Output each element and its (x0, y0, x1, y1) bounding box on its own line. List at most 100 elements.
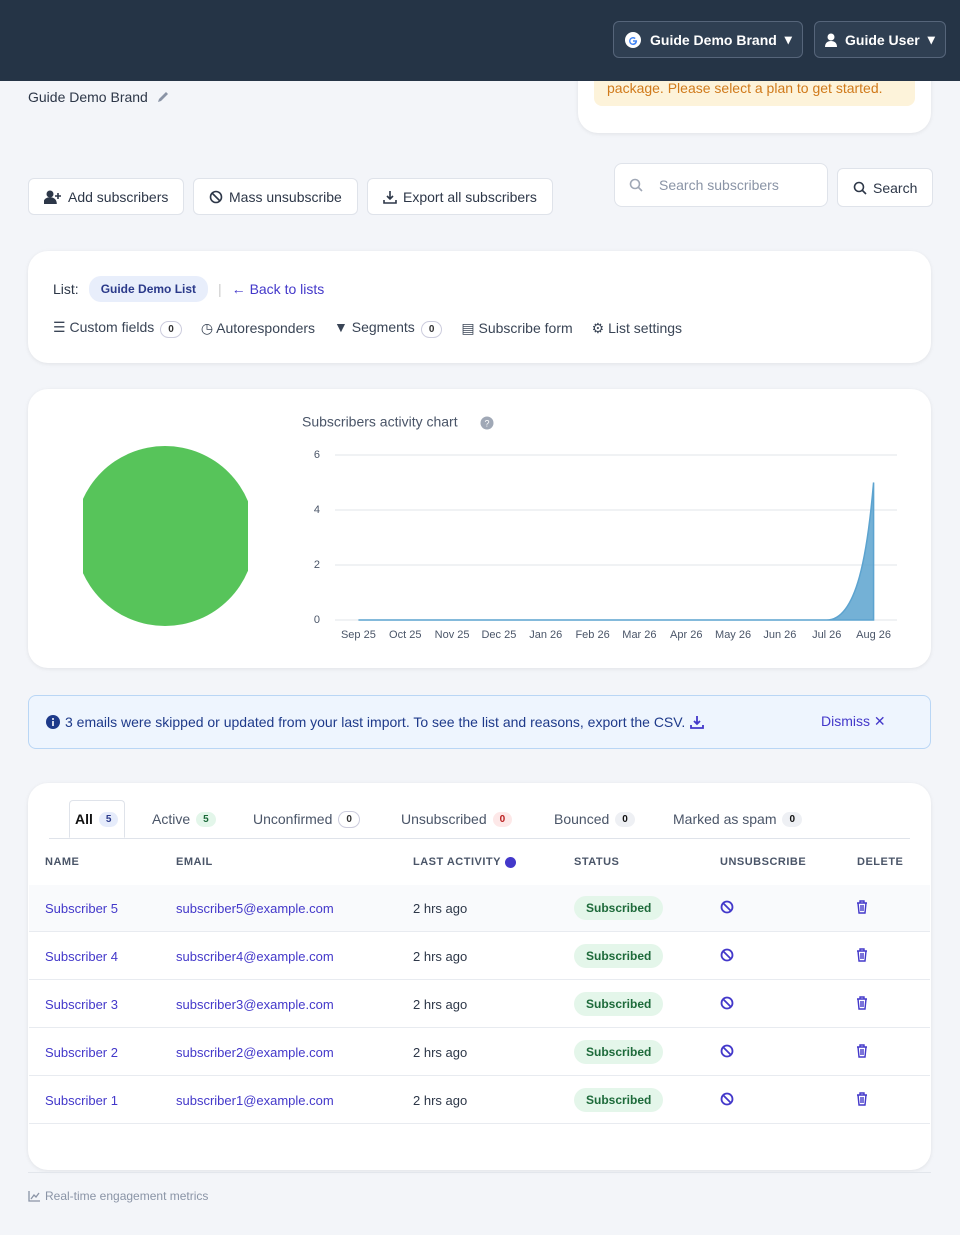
delete-icon[interactable] (856, 948, 868, 962)
dismiss-button[interactable]: Dismiss ✕ (821, 713, 886, 729)
search-button[interactable]: Search (837, 168, 934, 207)
last-activity: 2 hrs ago (413, 1045, 468, 1060)
top-nav: Guide Demo Brand ▾ Guide User ▾ (0, 0, 960, 81)
brand-name: Guide Demo Brand (28, 89, 148, 105)
label: Segments (351, 319, 415, 335)
label: Autoresponders (216, 320, 316, 336)
unsubscribe-icon[interactable] (720, 900, 734, 914)
footer-text: Real-time engagement metrics (45, 1189, 209, 1203)
delete-icon[interactable] (856, 1092, 868, 1106)
import-alert: 3 emails were skipped or updated from yo… (28, 695, 931, 749)
google-icon (625, 31, 641, 48)
x-tick-label: Nov 25 (435, 629, 470, 641)
segments-link[interactable]: ▼ Segments 0 (334, 319, 443, 338)
add-button[interactable]: Add subscribers (28, 178, 185, 215)
autoresponders-link[interactable]: ◷ Autoresponders (200, 320, 316, 336)
unsubscribe-icon[interactable] (720, 1044, 734, 1058)
count: 0 (615, 811, 635, 827)
search-input[interactable]: Search subscribers (614, 163, 828, 207)
delete-icon[interactable] (856, 900, 868, 914)
export-button[interactable]: Export all subscribers (367, 178, 553, 215)
x-tick-label: Oct 25 (389, 629, 421, 641)
download-icon[interactable] (690, 715, 705, 729)
status-badge: Subscribed (574, 896, 664, 920)
subscriber-name[interactable]: Subscriber 5 (45, 901, 118, 916)
subscriber-name[interactable]: Subscriber 3 (45, 997, 118, 1012)
label: All (75, 811, 93, 827)
tab-active[interactable]: Active 5 (152, 800, 216, 838)
tab-unconfirmed[interactable]: Unconfirmed 0 (253, 800, 360, 838)
list-card: List: Guide Demo List | ← Back to lists … (28, 251, 931, 363)
table-card (28, 783, 931, 1170)
subscriber-name[interactable]: Subscriber 4 (45, 949, 118, 964)
col-header: DELETE (857, 856, 904, 868)
help-mark: ? (484, 418, 489, 428)
subscribe-form-link[interactable]: ▤ Subscribe form (461, 320, 573, 336)
label: Marked as spam (673, 811, 777, 827)
label: Unconfirmed (253, 811, 333, 827)
tab-all[interactable]: All 5 (69, 800, 125, 838)
count: 5 (196, 811, 216, 827)
col-header-wrap: LAST ACTIVITY (413, 856, 516, 868)
user-menu[interactable]: Guide User ▾ (814, 21, 946, 58)
list-links: ☰ Custom fields 0 ◷ Autoresponders ▼ Segm… (53, 319, 682, 338)
col-header: LAST ACTIVITY (413, 856, 501, 868)
search-icon (629, 178, 643, 192)
count: 0 (420, 321, 443, 338)
subscriber-email[interactable]: subscriber2@example.com (176, 1045, 334, 1060)
subscriber-name[interactable]: Subscriber 2 (45, 1045, 118, 1060)
x-tick-label: Aug 26 (856, 629, 891, 641)
subscriber-email[interactable]: subscriber1@example.com (176, 1093, 334, 1108)
back-link[interactable]: ← Back to lists (231, 281, 325, 297)
label: Bounced (554, 811, 610, 827)
delete-icon[interactable] (856, 996, 868, 1010)
status-badge: Subscribed (574, 1040, 664, 1064)
count: 5 (98, 811, 119, 827)
unsubscribe-icon[interactable] (720, 996, 734, 1010)
count: 0 (338, 810, 360, 828)
icon (383, 190, 397, 204)
row-bg (29, 1077, 930, 1124)
x-tick-label: Mar 26 (622, 629, 656, 641)
chart-card: Subscribers activity chart ? 0 2 4 6 Sep 25 O… (28, 389, 931, 668)
icon (853, 181, 867, 195)
count: 0 (492, 811, 513, 827)
label: Mass unsubscribe (229, 188, 342, 205)
row-bg (29, 981, 930, 1028)
status-badge: Subscribed (574, 1088, 664, 1112)
col-header: EMAIL (176, 856, 213, 868)
help-icon[interactable] (504, 856, 516, 868)
help-icon[interactable] (480, 416, 494, 430)
status-badge: Subscribed (574, 944, 664, 968)
delete-icon[interactable] (856, 1044, 868, 1058)
x-tick-label: May 26 (715, 629, 751, 641)
caret: ▾ (927, 31, 935, 47)
col-header: UNSUBSCRIBE (720, 856, 807, 868)
x-tick-label: Jun 26 (763, 629, 796, 641)
subscriber-email[interactable]: subscriber4@example.com (176, 949, 334, 964)
brand-heading: Guide Demo Brand (28, 89, 170, 105)
x-tick-label: Apr 26 (670, 629, 702, 641)
count: 0 (782, 811, 803, 827)
divider: | (218, 281, 222, 297)
label: Active (152, 811, 191, 827)
brand-switcher[interactable]: Guide Demo Brand ▾ (613, 21, 803, 58)
list-row: List: Guide Demo List | ← Back to lists (53, 276, 324, 302)
subscriber-email[interactable]: subscriber3@example.com (176, 997, 334, 1012)
user-label: Guide User (845, 31, 920, 48)
unsubscribe-icon[interactable] (720, 1092, 734, 1106)
list-chip[interactable]: Guide Demo List (88, 276, 209, 302)
tab-unsubscribed[interactable]: Unsubscribed 0 (401, 800, 513, 838)
footer-rule (28, 1172, 931, 1173)
tab-spam[interactable]: Marked as spam 0 (673, 800, 803, 838)
unsubscribe-icon[interactable] (720, 948, 734, 962)
y-tick-label: 2 (314, 559, 320, 571)
caret: ▾ (784, 31, 792, 47)
tab-bounced[interactable]: Bounced 0 (554, 800, 635, 838)
subscriber-name[interactable]: Subscriber 1 (45, 1093, 118, 1108)
mass-unsubscribe-button[interactable]: Mass unsubscribe (193, 178, 358, 215)
custom-fields-link[interactable]: ☰ Custom fields 0 (53, 319, 182, 338)
list-settings-link[interactable]: ⚙ List settings (591, 320, 683, 336)
subscriber-email[interactable]: subscriber5@example.com (176, 901, 334, 916)
edit-icon[interactable] (156, 90, 170, 104)
